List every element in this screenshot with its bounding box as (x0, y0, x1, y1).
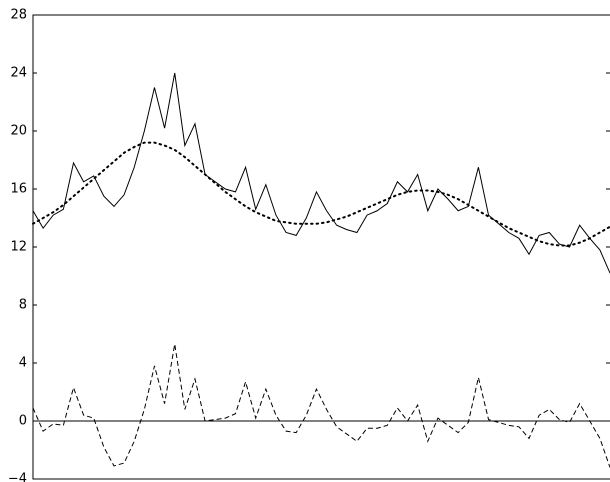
y-tick-label: 4 (19, 356, 27, 371)
series-line (32, 344, 610, 468)
series-line (32, 141, 610, 247)
y-tick-label: 0 (19, 414, 27, 429)
y-tick-label: 8 (19, 298, 27, 313)
y-tick-label: 24 (10, 66, 27, 81)
y-tick-label: −4 (8, 472, 27, 482)
y-tick-label: 12 (10, 240, 27, 255)
frame (32, 14, 610, 480)
y-tick-label: 16 (10, 182, 27, 197)
series-line (32, 72, 610, 274)
y-tick-label: 28 (10, 8, 27, 23)
y-tick-label: 20 (10, 124, 27, 139)
